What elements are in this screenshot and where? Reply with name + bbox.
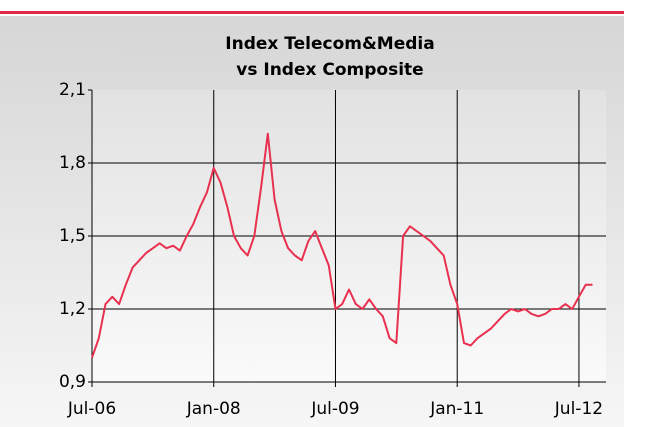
x-tick-label: Jan-08	[186, 399, 241, 419]
y-tick-label: 2,1	[59, 80, 86, 100]
chart-title: vs Index Composite	[236, 60, 423, 80]
x-tick-label: Jul-06	[67, 399, 116, 419]
chart-title: Index Telecom&Media	[225, 34, 434, 54]
y-tick-label: 0,9	[59, 372, 86, 392]
x-tick-label: Jan-11	[429, 399, 484, 419]
data-line	[91, 132, 593, 359]
y-tick-label: 1,8	[59, 153, 86, 173]
header-rule	[0, 11, 624, 14]
y-tick-label: 1,2	[59, 299, 86, 319]
y-tick-label: 1,5	[59, 226, 86, 246]
x-tick-label: Jul-09	[310, 399, 359, 419]
x-tick-label: Jul-12	[554, 399, 603, 419]
